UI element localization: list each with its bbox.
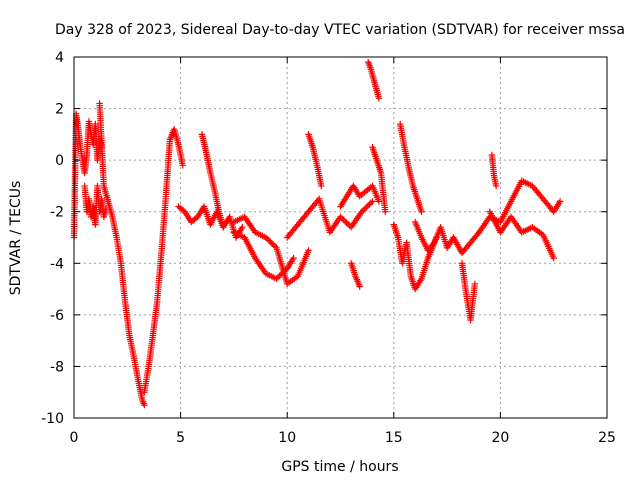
x-tick-label: 15	[385, 430, 403, 446]
data-point	[290, 254, 297, 262]
data-point	[271, 243, 279, 250]
data-point	[340, 216, 347, 224]
axis-ticks	[73, 56, 608, 419]
data-point	[265, 237, 273, 244]
data-point	[179, 162, 186, 169]
data-point	[550, 254, 557, 262]
data-point	[418, 208, 425, 215]
x-tick-labels: 0 5 10 15 20 25	[70, 430, 616, 446]
data-point	[305, 247, 312, 254]
data-point	[358, 208, 366, 215]
x-axis-title: GPS time / hours	[281, 459, 398, 475]
data-point	[366, 201, 373, 208]
x-tick-label: 25	[598, 430, 616, 446]
data-point	[338, 215, 346, 222]
data-point	[273, 275, 280, 282]
x-tick-label: 0	[70, 430, 79, 446]
data-point	[264, 235, 271, 243]
data-point	[556, 198, 564, 205]
data-point	[375, 95, 383, 102]
y-tick-label: -8	[50, 359, 64, 375]
y-tick-labels: -10 -8 -6 -4 -2 0 2 4	[41, 50, 64, 427]
data-point	[344, 221, 352, 228]
data-point	[492, 182, 500, 190]
data-points	[70, 58, 564, 409]
y-axis-title: SDTVAR / TECUs	[8, 181, 24, 296]
x-tick-label: 10	[278, 430, 296, 446]
x-tick-label: 5	[176, 430, 185, 446]
data-point	[262, 234, 270, 241]
y-tick-label: -6	[50, 308, 64, 324]
chart-title: Day 328 of 2023, Sidereal Day-to-day VTE…	[55, 22, 625, 38]
data-point	[270, 241, 277, 249]
data-point	[337, 213, 344, 221]
data-point	[220, 223, 227, 231]
data-point	[360, 207, 367, 214]
data-point	[364, 202, 372, 210]
data-point	[268, 240, 276, 247]
data-point	[343, 219, 350, 226]
y-tick-label: 0	[55, 153, 64, 169]
data-point	[274, 274, 282, 281]
y-tick-label: 4	[55, 50, 64, 66]
data-point	[471, 280, 479, 288]
x-tick-label: 20	[491, 430, 509, 446]
data-point	[361, 205, 369, 212]
y-tick-label: -2	[50, 205, 64, 221]
data-point	[363, 204, 370, 211]
data-point	[141, 401, 148, 409]
y-tick-label: 2	[55, 102, 64, 118]
data-point	[369, 198, 376, 205]
data-point	[367, 199, 375, 207]
data-point	[341, 218, 349, 225]
y-tick-label: -4	[50, 256, 64, 272]
data-point	[356, 283, 363, 290]
data-point	[239, 223, 246, 231]
grid	[74, 57, 607, 418]
plot-frame	[73, 56, 608, 419]
y-tick-label: -10	[41, 411, 64, 427]
data-point	[318, 182, 325, 190]
data-point	[382, 208, 389, 215]
data-point	[267, 238, 274, 246]
